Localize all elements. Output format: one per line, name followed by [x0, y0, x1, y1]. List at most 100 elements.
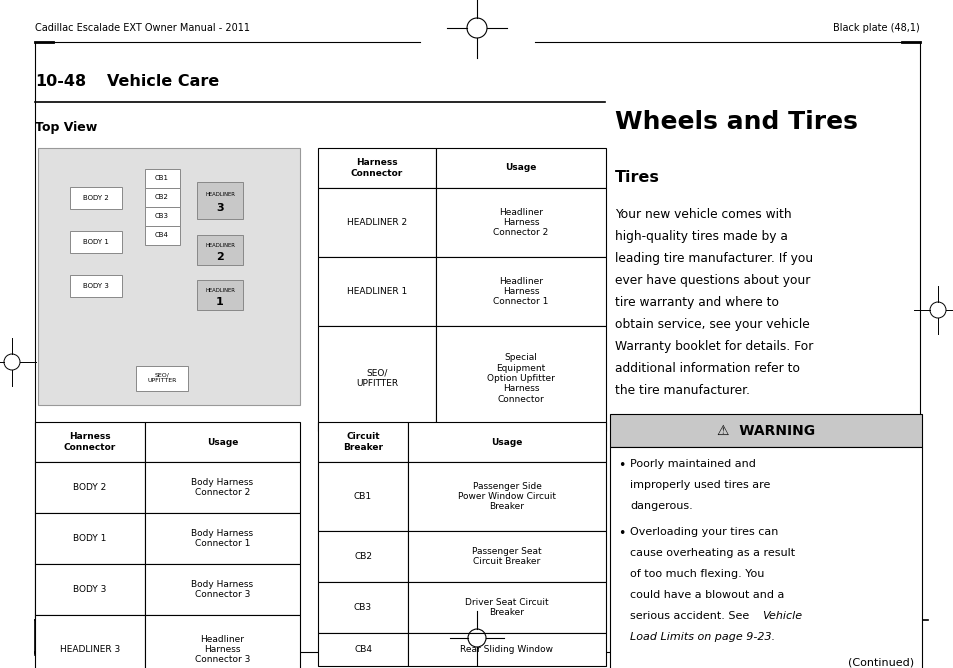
Text: Vehicle: Vehicle: [761, 611, 801, 621]
Bar: [609, 447, 921, 668]
Text: CB2: CB2: [155, 194, 169, 200]
Text: HEADLINER: HEADLINER: [205, 288, 234, 293]
Bar: [35, 462, 145, 513]
Bar: [317, 422, 408, 462]
Bar: [408, 531, 605, 582]
Text: •: •: [618, 527, 625, 540]
Text: BODY 3: BODY 3: [73, 585, 107, 594]
Bar: [145, 462, 299, 513]
Bar: [317, 462, 408, 531]
Text: Usage: Usage: [491, 438, 522, 446]
Bar: [436, 148, 605, 188]
Bar: [317, 582, 408, 633]
Text: could have a blowout and a: could have a blowout and a: [629, 590, 783, 600]
Text: 2: 2: [216, 252, 224, 262]
Bar: [317, 257, 436, 326]
Text: HEADLINER: HEADLINER: [205, 192, 234, 197]
Text: Your new vehicle comes with: Your new vehicle comes with: [615, 208, 791, 221]
Bar: [408, 582, 605, 633]
Text: Harness
Connector: Harness Connector: [64, 432, 116, 452]
Bar: [408, 422, 605, 462]
Text: 3: 3: [216, 203, 224, 213]
Text: BODY 2: BODY 2: [73, 483, 107, 492]
Text: ever have questions about your: ever have questions about your: [615, 274, 809, 287]
Bar: [144, 206, 179, 226]
Text: CB1: CB1: [354, 492, 372, 501]
Bar: [408, 462, 605, 531]
Text: Harness
Connector: Harness Connector: [351, 158, 403, 178]
Bar: [317, 148, 436, 188]
Text: CB1: CB1: [154, 175, 169, 181]
Text: HEADLINER 2: HEADLINER 2: [347, 218, 407, 227]
Text: Overloading your tires can: Overloading your tires can: [629, 527, 778, 537]
Text: Special
Equipment
Option Upfitter
Harness
Connector: Special Equipment Option Upfitter Harnes…: [487, 353, 555, 403]
Bar: [70, 231, 122, 253]
Text: Rear Sliding Window: Rear Sliding Window: [460, 645, 553, 654]
Text: Body Harness
Connector 2: Body Harness Connector 2: [192, 478, 253, 497]
Text: BODY 1: BODY 1: [83, 239, 109, 245]
Text: cause overheating as a result: cause overheating as a result: [629, 548, 794, 558]
Text: Top View: Top View: [35, 122, 97, 134]
Bar: [35, 564, 145, 615]
Bar: [35, 615, 145, 668]
Text: Passenger Seat
Circuit Breaker: Passenger Seat Circuit Breaker: [472, 547, 541, 566]
Bar: [145, 564, 299, 615]
Text: tire warranty and where to: tire warranty and where to: [615, 296, 779, 309]
Text: Headliner
Harness
Connector 1: Headliner Harness Connector 1: [493, 277, 548, 307]
Bar: [196, 280, 243, 310]
Text: CB2: CB2: [354, 552, 372, 561]
Text: HEADLINER 1: HEADLINER 1: [347, 287, 407, 296]
Text: Body Harness
Connector 3: Body Harness Connector 3: [192, 580, 253, 599]
Text: CB3: CB3: [354, 603, 372, 612]
Text: Body Harness
Connector 1: Body Harness Connector 1: [192, 529, 253, 548]
Bar: [35, 513, 145, 564]
Text: high-quality tires made by a: high-quality tires made by a: [615, 230, 787, 243]
Text: leading tire manufacturer. If you: leading tire manufacturer. If you: [615, 252, 812, 265]
Bar: [436, 188, 605, 257]
Text: SEO/
UPFITTER: SEO/ UPFITTER: [147, 373, 176, 383]
Text: (Continued): (Continued): [847, 657, 913, 667]
Text: SEO/
UPFITTER: SEO/ UPFITTER: [355, 369, 397, 388]
Text: improperly used tires are: improperly used tires are: [629, 480, 770, 490]
Text: Usage: Usage: [505, 164, 537, 172]
Text: additional information refer to: additional information refer to: [615, 362, 800, 375]
Text: HEADLINER: HEADLINER: [205, 243, 234, 248]
Bar: [144, 188, 179, 206]
Bar: [317, 188, 436, 257]
Text: dangerous.: dangerous.: [629, 501, 692, 511]
Text: Tires: Tires: [615, 170, 659, 185]
Bar: [436, 326, 605, 431]
Text: 1: 1: [216, 297, 224, 307]
Text: Driver Seat Circuit
Breaker: Driver Seat Circuit Breaker: [465, 598, 548, 617]
Text: Wheels and Tires: Wheels and Tires: [615, 110, 857, 134]
Text: Vehicle Care: Vehicle Care: [107, 75, 219, 90]
Bar: [317, 531, 408, 582]
Text: CB3: CB3: [154, 213, 169, 219]
Text: BODY 1: BODY 1: [73, 534, 107, 543]
Bar: [70, 187, 122, 209]
Bar: [35, 422, 145, 462]
Bar: [136, 365, 188, 391]
Text: the tire manufacturer.: the tire manufacturer.: [615, 384, 749, 397]
Text: Headliner
Harness
Connector 2: Headliner Harness Connector 2: [493, 208, 548, 237]
Bar: [317, 326, 436, 431]
Bar: [145, 615, 299, 668]
Bar: [408, 633, 605, 666]
Text: HEADLINER 3: HEADLINER 3: [60, 645, 120, 654]
Text: Black plate (48,1): Black plate (48,1): [832, 23, 919, 33]
Bar: [144, 168, 179, 188]
Bar: [196, 235, 243, 265]
Bar: [609, 414, 921, 447]
Bar: [317, 633, 408, 666]
Text: Circuit
Breaker: Circuit Breaker: [343, 432, 382, 452]
Text: of too much flexing. You: of too much flexing. You: [629, 569, 763, 579]
Text: •: •: [618, 459, 625, 472]
Text: BODY 3: BODY 3: [83, 283, 109, 289]
Text: Passenger Side
Power Window Circuit
Breaker: Passenger Side Power Window Circuit Brea…: [457, 482, 556, 512]
Bar: [196, 182, 243, 218]
Bar: [70, 275, 122, 297]
Text: Warranty booklet for details. For: Warranty booklet for details. For: [615, 340, 813, 353]
Text: 10-48: 10-48: [35, 75, 86, 90]
Text: Load Limits on page 9-23.: Load Limits on page 9-23.: [629, 632, 775, 642]
Text: obtain service, see your vehicle: obtain service, see your vehicle: [615, 318, 809, 331]
